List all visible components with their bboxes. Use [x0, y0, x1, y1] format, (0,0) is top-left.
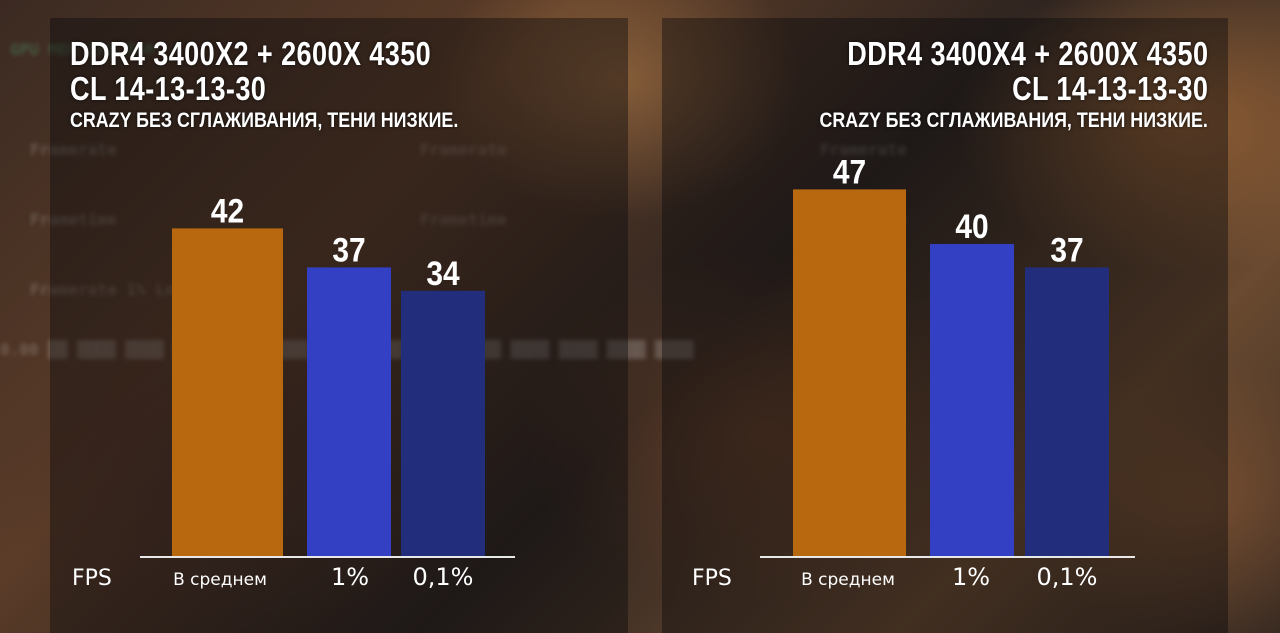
chart-caption-right: CRAZY БЕЗ СГЛАЖИВАНИЯ, ТЕНИ НИЗКИЕ.: [819, 109, 1208, 132]
bar-left-2: [307, 267, 391, 556]
bar-right-3: [1025, 267, 1109, 556]
chart-title-left: DDR4 3400X2 + 2600X 4350: [70, 35, 432, 72]
chart-caption-left: CRAZY БЕЗ СГЛАЖИВАНИЯ, ТЕНИ НИЗКИЕ.: [70, 109, 459, 132]
bar-right-2: [930, 244, 1014, 556]
tick-label-right-1: В среднем: [801, 570, 895, 590]
chart-subtitle-right: CL 14-13-13-30: [1011, 70, 1208, 107]
y-axis-label-left: FPS: [72, 566, 112, 591]
data-label-right-1: 47: [833, 153, 866, 191]
tick-label-right-3: 0,1%: [1037, 563, 1098, 591]
data-label-right-3: 37: [1050, 231, 1083, 269]
chart-subtitle-left: CL 14-13-13-30: [70, 70, 267, 107]
y-axis-label-right: FPS: [692, 566, 732, 591]
data-label-left-2: 37: [332, 231, 365, 269]
bar-left-1: [172, 228, 283, 556]
tick-label-left-1: В среднем: [173, 570, 267, 590]
tick-label-right-2: 1%: [952, 563, 990, 591]
data-label-left-1: 42: [211, 192, 244, 230]
bar-right-1: [793, 189, 906, 556]
data-label-left-3: 34: [426, 254, 459, 292]
tick-label-left-3: 0,1%: [413, 563, 474, 591]
chart-title-right: DDR4 3400X4 + 2600X 4350: [846, 35, 1208, 72]
bar-left-3: [401, 290, 485, 556]
tick-label-left-2: 1%: [331, 563, 369, 591]
data-label-right-2: 40: [955, 207, 988, 245]
